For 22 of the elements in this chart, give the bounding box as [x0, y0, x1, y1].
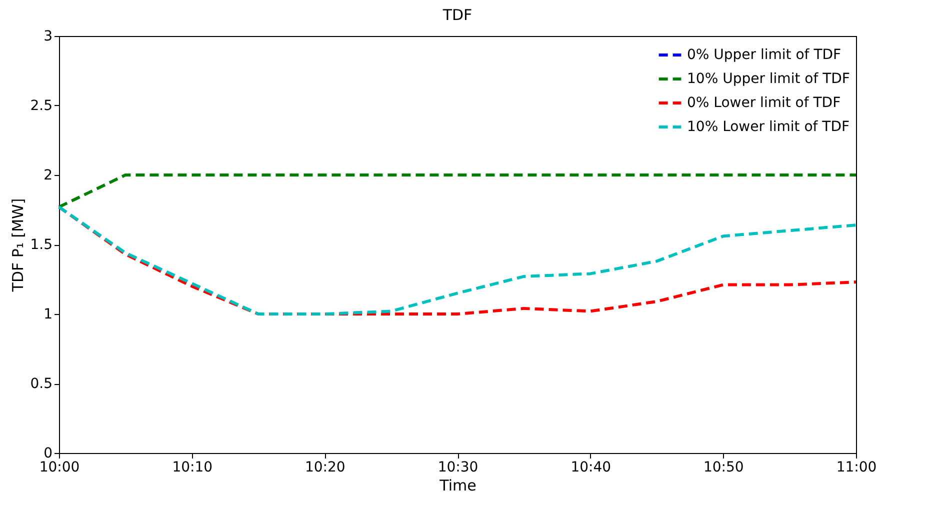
legend-label: 0% Upper limit of TDF: [687, 47, 842, 63]
chart-title: TDF: [442, 6, 472, 24]
y-tick-label: 1: [44, 306, 52, 322]
y-tick-label: 2.5: [30, 98, 52, 114]
x-tick-label: 10:40: [570, 460, 612, 476]
x-tick-label: 10:30: [438, 460, 478, 476]
y-axis-title: TDF P₁ [MW]: [9, 198, 28, 293]
legend-label: 0% Lower limit of TDF: [687, 95, 841, 111]
x-axis-title: Time: [438, 476, 476, 494]
x-tick-label: 10:50: [703, 460, 744, 476]
x-tick-label: 11:00: [836, 460, 877, 476]
y-tick-label: 0.5: [30, 376, 52, 392]
y-tick-label: 2: [44, 168, 52, 184]
y-tick-label: 1.5: [30, 237, 52, 253]
legend-label: 10% Upper limit of TDF: [687, 71, 850, 87]
y-tick-label: 0: [44, 446, 52, 462]
legend-label: 10% Lower limit of TDF: [687, 119, 850, 135]
x-tick-label: 10:10: [172, 460, 213, 476]
line-series: [58, 205, 858, 316]
x-tick-label: 10:20: [304, 460, 346, 476]
y-tick-label: 3: [44, 28, 52, 44]
x-tick-label: 10:00: [39, 460, 80, 476]
